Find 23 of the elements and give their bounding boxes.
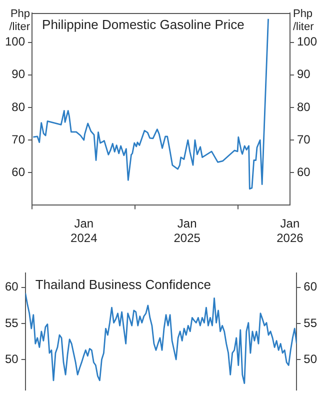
y-tick-label: 100 <box>4 34 26 49</box>
y2-tick-label: 90 <box>296 67 311 82</box>
y-tick-label: 60 <box>4 280 19 294</box>
y-tick-label: 55 <box>4 316 19 330</box>
y-tick-label: 70 <box>12 132 26 146</box>
y-tick-label: 90 <box>12 67 26 82</box>
chart-title: Philippine Domestic Gasoline Price <box>42 17 244 32</box>
x-tick-label: Jan 2025 <box>174 216 201 246</box>
y2-tick-label: 50 <box>304 352 318 366</box>
y-tick-label: 80 <box>12 100 26 114</box>
y2-tick-label: 70 <box>296 132 311 146</box>
y2-axis-title: Php /liter <box>292 8 314 33</box>
y2-tick-label: 60 <box>296 164 311 179</box>
x-tick-label: Jan 2024 <box>70 216 98 246</box>
y-tick-label: 50 <box>4 352 19 366</box>
y-axis-title: Php /liter <box>9 8 30 33</box>
y2-tick-label: 100 <box>296 34 318 49</box>
y-tick-label: 60 <box>12 164 26 179</box>
chart-title: Thailand Business Confidence <box>35 277 211 292</box>
y2-tick-label: 80 <box>296 100 311 114</box>
x-tick-label: Jan 2026 <box>276 216 304 246</box>
y2-tick-label: 55 <box>304 316 318 330</box>
y2-tick-label: 60 <box>304 280 318 294</box>
